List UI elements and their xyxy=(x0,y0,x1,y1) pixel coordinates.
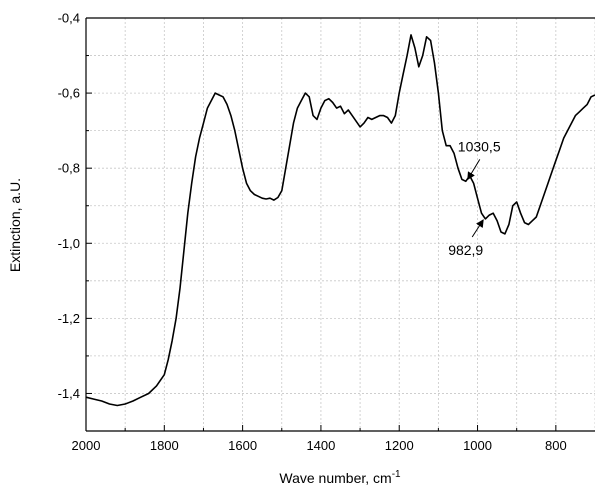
annotation-label-1030: 1030,5 xyxy=(458,138,501,154)
x-axis-title: Wave number, cm-1 xyxy=(279,469,401,486)
y-tick-label: -1,4 xyxy=(58,386,80,401)
y-tick-label: -0,6 xyxy=(58,86,80,101)
spectrum-line xyxy=(85,34,595,407)
x-tick-label: 1400 xyxy=(306,438,335,453)
plot-background xyxy=(86,18,595,431)
annotation-arrow-1030 xyxy=(467,159,481,181)
x-tick-label: 2000 xyxy=(72,438,101,453)
tick-labels: 2000 1800 1600 1400 1200 1000 800 -1,4 -1,2 -1,0 -… xyxy=(58,11,567,454)
x-tick-label: 1000 xyxy=(463,438,492,453)
y-tick-label: -0,4 xyxy=(58,11,80,26)
series xyxy=(85,34,595,407)
x-tick-label: 1800 xyxy=(150,438,179,453)
y-tick-label: -1,0 xyxy=(58,236,80,251)
annotation-label-982: 982,9 xyxy=(448,242,483,258)
x-axis-title-main: Wave number, cm xyxy=(279,470,391,486)
y-axis-title: Extinction, a.U. xyxy=(7,178,23,272)
annotations: 1030,5 982,9 xyxy=(448,138,501,258)
x-tick-label: 1200 xyxy=(385,438,414,453)
y-tick-label: -0,8 xyxy=(58,161,80,176)
x-tick-label: 1600 xyxy=(228,438,257,453)
y-tick-label: -1,2 xyxy=(58,311,80,326)
x-axis-title-superscript: -1 xyxy=(392,469,401,480)
x-tick-label: 800 xyxy=(545,438,567,453)
annotation-arrow-982 xyxy=(471,219,484,238)
